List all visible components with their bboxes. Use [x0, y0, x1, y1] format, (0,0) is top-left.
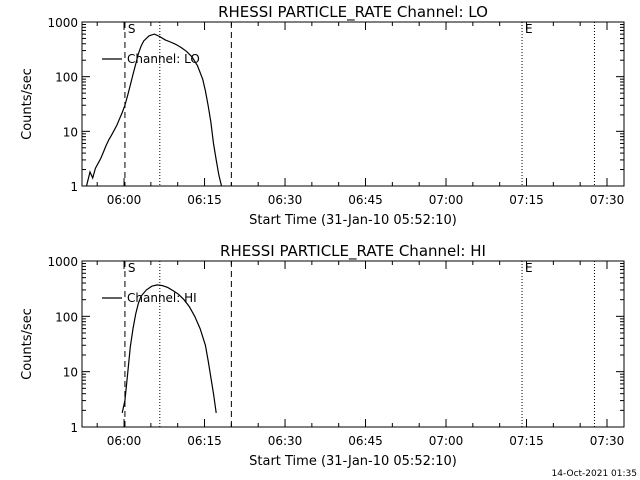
x-tick-label: 07:00	[429, 434, 464, 448]
x-axis-label: Start Time (31-Jan-10 05:52:10)	[249, 454, 457, 469]
y-tick-label: 100	[55, 71, 78, 85]
chart-title: RHESSI PARTICLE_RATE Channel: LO	[218, 3, 488, 22]
x-tick-label: 06:00	[107, 193, 142, 207]
x-tick-label: 07:30	[590, 434, 625, 448]
chart-panel-hi: RHESSI PARTICLE_RATE Channel: HI 1 10 100 10…	[20, 242, 625, 469]
series-line	[85, 33, 223, 187]
x-tick-label: 06:30	[268, 193, 303, 207]
y-tick-label: 10	[63, 125, 78, 139]
x-tick-label: 07:15	[509, 434, 544, 448]
plot-frame	[81, 260, 625, 428]
chart-title: RHESSI PARTICLE_RATE Channel: HI	[220, 242, 486, 261]
x-tick-label: 06:00	[107, 434, 142, 448]
time-marker-label: S	[128, 22, 136, 36]
legend-label: Channel: HI	[127, 291, 197, 305]
x-tick-label: 07:00	[429, 193, 464, 207]
chart-panel-lo: RHESSI PARTICLE_RATE Channel: LO 1 10 100 10…	[20, 3, 625, 228]
plot-frame	[81, 21, 625, 187]
time-marker-label: E	[525, 261, 533, 275]
legend-label: Channel: LO	[127, 52, 200, 66]
y-tick-label: 1	[70, 180, 78, 194]
x-tick-label: 06:45	[348, 434, 383, 448]
x-tick-label: 06:45	[348, 193, 383, 207]
y-tick-label: 1000	[47, 255, 78, 269]
timestamp: 14-Oct-2021 01:35	[552, 469, 637, 479]
time-marker-label: S	[128, 261, 136, 275]
y-axis-label: Counts/sec	[20, 68, 35, 140]
time-marker-label: E	[525, 22, 533, 36]
y-tick-label: 100	[55, 310, 78, 324]
x-tick-label: 07:15	[509, 193, 544, 207]
x-tick-label: 06:30	[268, 434, 303, 448]
y-tick-label: 10	[63, 366, 78, 380]
y-axis-label: Counts/sec	[20, 308, 35, 380]
x-axis-label: Start Time (31-Jan-10 05:52:10)	[249, 213, 457, 228]
y-tick-label: 1	[70, 421, 78, 435]
series-line	[121, 284, 217, 414]
y-tick-label: 1000	[47, 16, 78, 30]
x-tick-label: 06:15	[187, 434, 222, 448]
x-tick-label: 07:30	[590, 193, 625, 207]
x-tick-label: 06:15	[187, 193, 222, 207]
